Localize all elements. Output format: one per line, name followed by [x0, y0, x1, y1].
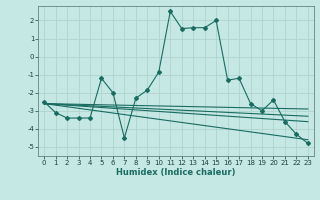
- X-axis label: Humidex (Indice chaleur): Humidex (Indice chaleur): [116, 168, 236, 177]
